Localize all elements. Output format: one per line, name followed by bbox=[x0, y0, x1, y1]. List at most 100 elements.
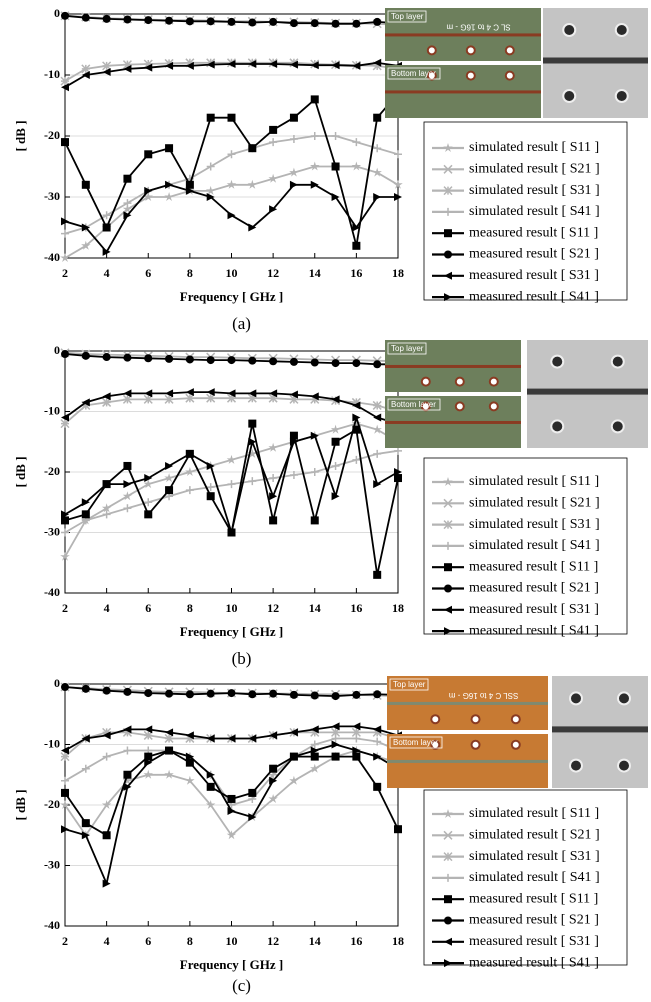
marker bbox=[352, 359, 361, 368]
x-tick-label: 14 bbox=[309, 266, 321, 280]
legend-marker bbox=[444, 207, 452, 216]
marker bbox=[310, 61, 319, 70]
x-tick-label: 18 bbox=[392, 601, 404, 615]
marker bbox=[373, 737, 382, 746]
marker bbox=[352, 722, 361, 731]
marker bbox=[373, 193, 382, 201]
marker bbox=[289, 437, 298, 446]
marker bbox=[310, 95, 319, 104]
marker bbox=[289, 135, 298, 144]
x-tick-label: 16 bbox=[350, 266, 362, 280]
marker bbox=[61, 350, 69, 359]
marker bbox=[144, 16, 153, 25]
marker bbox=[269, 125, 278, 134]
marker bbox=[81, 13, 90, 22]
y-tick-label: 0 bbox=[54, 676, 60, 690]
marker bbox=[331, 193, 340, 201]
pcb-via bbox=[430, 739, 441, 750]
metal-screw bbox=[610, 419, 625, 434]
marker bbox=[185, 180, 194, 189]
marker bbox=[227, 211, 236, 220]
marker bbox=[331, 740, 340, 749]
marker bbox=[144, 752, 153, 761]
marker bbox=[102, 211, 111, 220]
photo-label: Bottom layer bbox=[391, 69, 436, 78]
legend-label: simulated result [ S41 ] bbox=[469, 538, 600, 553]
legend-label: simulated result [ S21 ] bbox=[469, 162, 600, 177]
marker bbox=[123, 725, 132, 734]
legend-marker bbox=[443, 830, 453, 840]
marker bbox=[164, 733, 174, 743]
marker bbox=[289, 752, 298, 761]
x-tick-label: 8 bbox=[187, 934, 193, 948]
metal-screw bbox=[562, 23, 577, 37]
pcb-via bbox=[510, 714, 521, 725]
marker bbox=[144, 63, 153, 72]
marker bbox=[310, 19, 319, 28]
y-axis-label: [ dB ] bbox=[13, 456, 28, 487]
marker bbox=[373, 449, 382, 458]
legend-label: simulated result [ S31 ] bbox=[469, 517, 600, 532]
x-tick-label: 10 bbox=[226, 266, 238, 280]
marker bbox=[61, 510, 69, 519]
marker bbox=[373, 113, 382, 122]
marker bbox=[227, 794, 236, 803]
legend-marker bbox=[444, 250, 452, 259]
marker bbox=[102, 831, 111, 840]
marker bbox=[61, 413, 69, 422]
marker bbox=[227, 389, 236, 398]
caption: (c) bbox=[232, 976, 251, 995]
marker bbox=[310, 725, 319, 734]
marker bbox=[144, 150, 153, 159]
marker bbox=[269, 764, 278, 773]
marker bbox=[331, 727, 341, 737]
x-tick-label: 8 bbox=[187, 266, 193, 280]
x-tick-label: 6 bbox=[145, 266, 151, 280]
marker bbox=[122, 394, 132, 404]
legend-label: simulated result [ S31 ] bbox=[469, 849, 600, 864]
x-tick-label: 2 bbox=[62, 601, 68, 615]
marker bbox=[102, 353, 111, 362]
marker bbox=[81, 240, 91, 250]
x-tick-label: 4 bbox=[104, 266, 110, 280]
photo-label: Bottom layer bbox=[393, 738, 438, 747]
marker bbox=[60, 752, 70, 762]
marker bbox=[102, 247, 111, 256]
marker bbox=[226, 179, 237, 189]
marker bbox=[101, 503, 112, 513]
marker bbox=[165, 389, 174, 398]
x-tick-label: 10 bbox=[226, 601, 238, 615]
marker bbox=[310, 746, 319, 755]
caption: (b) bbox=[232, 649, 252, 668]
marker bbox=[185, 733, 195, 743]
marker bbox=[331, 752, 340, 761]
marker bbox=[144, 758, 153, 767]
marker bbox=[206, 770, 215, 779]
marker bbox=[227, 480, 236, 489]
marker bbox=[164, 58, 174, 68]
marker bbox=[352, 752, 361, 761]
x-tick-label: 2 bbox=[62, 934, 68, 948]
marker bbox=[102, 510, 111, 519]
photo-label-box bbox=[389, 736, 443, 749]
marker bbox=[60, 419, 70, 429]
marker bbox=[102, 392, 111, 401]
marker bbox=[164, 473, 174, 483]
pcb-engraving: SSL C 4 to 16G - m bbox=[449, 691, 519, 700]
x-tick-label: 6 bbox=[145, 601, 151, 615]
x-tick-label: 14 bbox=[309, 934, 321, 948]
legend-marker bbox=[444, 541, 452, 550]
marker bbox=[331, 19, 340, 28]
legend-label: measured result [ S21 ] bbox=[469, 581, 599, 596]
marker bbox=[61, 746, 69, 755]
marker bbox=[60, 253, 70, 262]
marker bbox=[352, 734, 361, 743]
marker bbox=[185, 486, 194, 495]
marker bbox=[185, 186, 194, 195]
pcb-trace bbox=[385, 420, 521, 424]
marker bbox=[310, 468, 319, 476]
marker bbox=[269, 389, 278, 398]
legend-label: measured result [ S41 ] bbox=[469, 289, 599, 304]
marker bbox=[165, 61, 174, 70]
